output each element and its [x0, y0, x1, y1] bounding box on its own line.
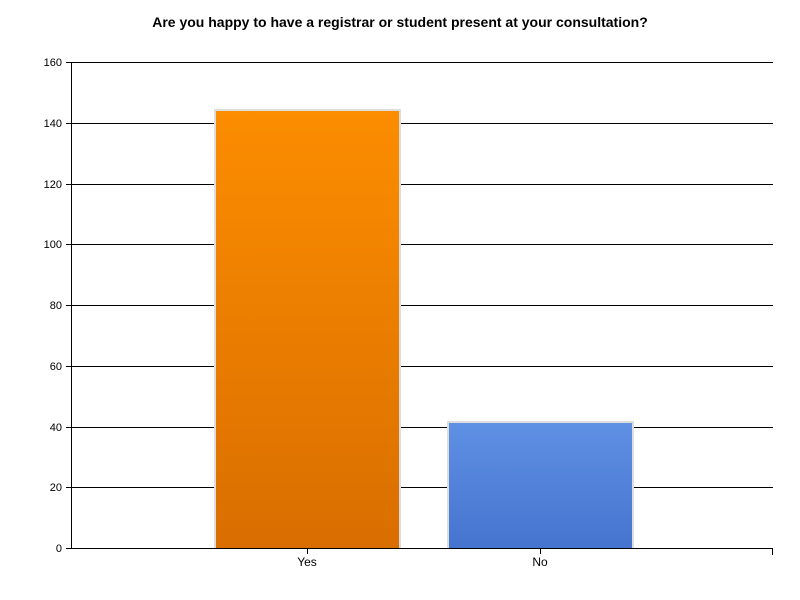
- y-axis-tick-label: 40: [49, 421, 62, 434]
- gridline-y-120: [66, 183, 773, 185]
- gridline-y-60: [66, 365, 773, 367]
- bar-no: [446, 421, 634, 549]
- y-axis-tick-label: 60: [49, 360, 62, 373]
- gridline-y-100: [66, 244, 773, 246]
- gridline-y-80: [66, 305, 773, 306]
- x-axis-tick: [540, 549, 541, 554]
- chart-title: Are you happy to have a registrar or stu…: [152, 14, 648, 30]
- y-axis-tick-label: 80: [49, 300, 62, 312]
- gridline-y-140: [66, 122, 773, 124]
- gridline-y-20: [66, 487, 773, 489]
- x-axis-category-label: No: [532, 555, 548, 569]
- x-axis-tick: [307, 549, 308, 554]
- gridline-y-160: [66, 62, 773, 63]
- y-axis-tick-label: 160: [43, 57, 62, 69]
- x-axis-category-label: Yes: [297, 555, 317, 569]
- y-axis-tick-label: 140: [43, 117, 62, 130]
- bar-yes: [213, 108, 401, 549]
- y-axis-tick-label: 20: [49, 482, 62, 495]
- x-axis-end-tick: [772, 549, 773, 555]
- y-axis-tick-label: 120: [43, 178, 62, 191]
- gridline-y-40: [66, 426, 773, 428]
- x-axis-line: [66, 548, 773, 549]
- y-axis-tick-label: 0: [55, 543, 62, 555]
- plot-area: 0 20 40 60 80 100 120 140 160 Yes No: [44, 57, 773, 569]
- y-axis-tick-label: 100: [43, 239, 62, 252]
